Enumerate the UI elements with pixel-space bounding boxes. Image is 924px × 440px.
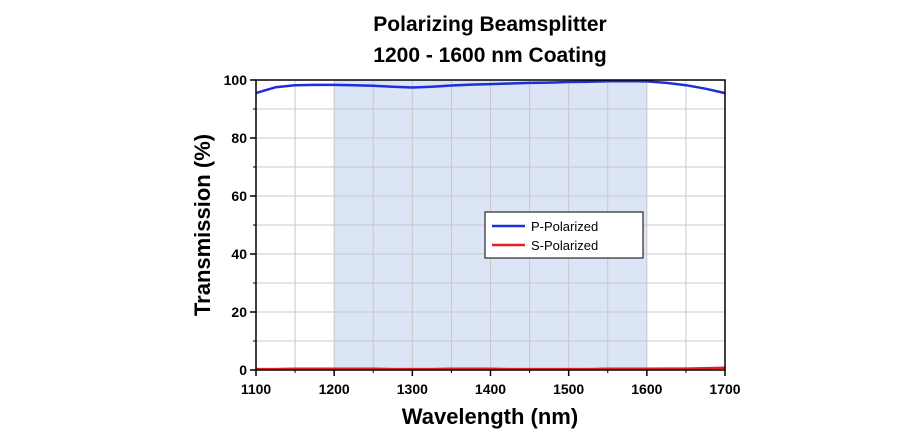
x-tick-label: 1100 [241, 381, 272, 397]
chart-title-line-2: 1200 - 1600 nm Coating [373, 44, 606, 67]
y-tick-label: 40 [231, 246, 247, 262]
x-tick-label: 1200 [319, 381, 350, 397]
y-tick-label: 80 [231, 130, 247, 146]
legend-label: S-Polarized [531, 238, 598, 253]
x-tick-label: 1500 [553, 381, 584, 397]
y-tick-label: 0 [239, 362, 247, 378]
x-axis-label: Wavelength (nm) [402, 404, 578, 429]
chart-title: Polarizing Beamsplitter 1200 - 1600 nm C… [373, 13, 606, 67]
legend: P-Polarized S-Polarized [484, 211, 644, 259]
axis-ticks [250, 79, 726, 376]
series-line-s-polarized [256, 366, 726, 371]
x-tick-label: 1600 [631, 381, 662, 397]
y-tick-label: 20 [231, 304, 247, 320]
legend-label: P-Polarized [531, 219, 598, 234]
y-axis-label: Transmission (%) [190, 134, 215, 316]
x-tick-label: 1700 [709, 381, 740, 397]
y-tick-label: 100 [224, 72, 248, 88]
chart-title-line-1: Polarizing Beamsplitter [373, 13, 606, 36]
tick-labels: 1100 1200 1300 1400 1500 1600 1700 0 20 40 60 80 100 [224, 72, 741, 397]
x-tick-label: 1400 [475, 381, 506, 397]
legend-box [484, 211, 644, 259]
series-line-p-polarized [255, 79, 726, 95]
x-tick-label: 1300 [397, 381, 428, 397]
series-lines [255, 79, 726, 371]
y-tick-label: 60 [231, 188, 247, 204]
